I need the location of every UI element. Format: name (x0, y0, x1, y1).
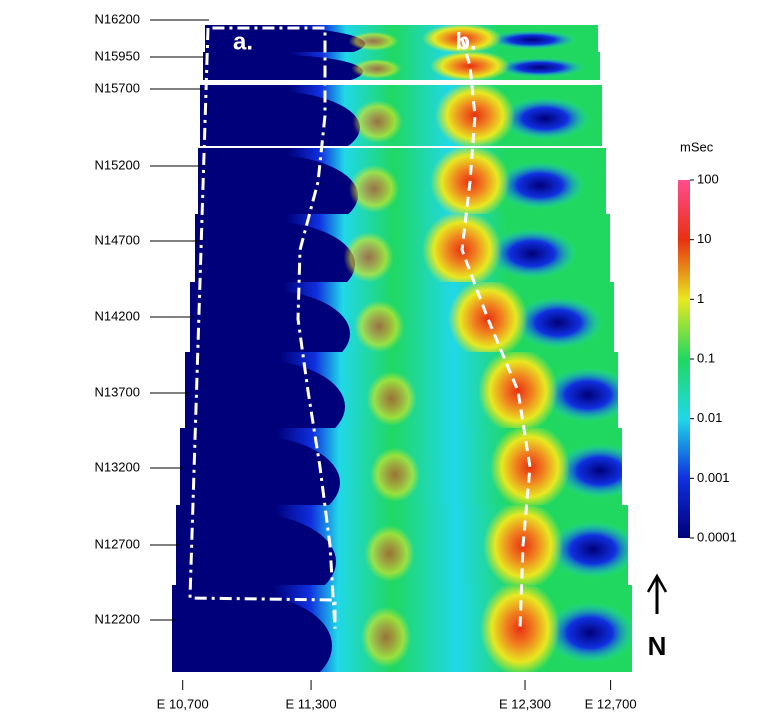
section (190, 282, 614, 356)
colorbar-tick-label: 0.01 (697, 410, 722, 425)
section-cold (545, 602, 632, 664)
section-cold (543, 367, 618, 423)
section-cold (487, 30, 577, 50)
colorbar (678, 180, 690, 538)
colorbar-tick-label: 0.001 (697, 470, 730, 485)
section-low (200, 91, 360, 146)
section-warm (366, 371, 417, 427)
arrow-head (646, 573, 668, 593)
section-warm (351, 59, 402, 79)
section-cold (513, 296, 603, 349)
section-low (203, 54, 363, 80)
section-warm (354, 300, 404, 353)
section-low (195, 221, 355, 286)
colorbar-tick-label: 100 (697, 171, 719, 186)
sections: N16200 N15950 N15700 N15200 N14700 N14200 N137… (94, 11, 632, 672)
colorbar-tick-label: 10 (697, 231, 711, 246)
section-label: N15700 (94, 80, 140, 95)
section-warm (361, 606, 411, 668)
section-low (190, 289, 350, 356)
section-cold (495, 57, 585, 78)
section-label: N12200 (94, 611, 140, 626)
section-label: N14200 (94, 308, 140, 323)
section-low (176, 513, 336, 586)
section-label: N13200 (94, 459, 140, 474)
section-label: N15200 (94, 157, 140, 172)
section (180, 428, 622, 506)
zone-a-outline (188, 26, 337, 629)
x-tick-label: E 11,300 (286, 696, 337, 711)
section-cold (548, 521, 628, 578)
section-warm (352, 100, 403, 143)
section (200, 85, 602, 146)
section-hot (448, 282, 528, 356)
x-tick-label: E 12,700 (585, 696, 637, 711)
x-tick-label: E 10,700 (157, 696, 209, 711)
section-label: N15950 (94, 48, 140, 63)
section-label: N16200 (94, 11, 140, 26)
section-low (180, 435, 340, 506)
colorbar-tick-label: 1 (697, 291, 704, 306)
section-hot (490, 428, 570, 506)
section-low (172, 593, 332, 672)
colorbar-tick-label: 0.1 (697, 350, 715, 365)
section-warm (343, 232, 394, 283)
section-hot (480, 585, 560, 672)
section-cold (487, 228, 577, 279)
section-hot (430, 52, 510, 80)
section-warm (370, 447, 420, 503)
colorbar-label: mSec (680, 139, 714, 154)
section (176, 505, 628, 586)
section-cold (555, 443, 622, 499)
north-arrow: N (646, 573, 668, 661)
section-label: N13700 (94, 384, 140, 399)
section (203, 52, 600, 80)
annotation: a. (233, 28, 253, 55)
overlay: a. b. E 10,700 E 11,300 E 12,300 E 12,700 0.00… (157, 26, 737, 711)
zone-b-line (460, 38, 532, 629)
x-tick-label: E 12,300 (499, 696, 551, 711)
section-label: N14700 (94, 232, 140, 247)
north-label: N (648, 631, 667, 661)
section (185, 352, 618, 430)
annotation: b. (455, 28, 476, 55)
section-cold (500, 97, 590, 140)
section-hot (435, 85, 515, 146)
section-hot (478, 352, 558, 430)
section-warm (364, 525, 415, 582)
section-warm (349, 165, 399, 213)
section-low (185, 359, 345, 430)
section-cold (495, 161, 585, 210)
section-warm (348, 31, 399, 51)
section-label: N12700 (94, 536, 140, 551)
colorbar-tick-label: 0.0001 (697, 529, 737, 544)
